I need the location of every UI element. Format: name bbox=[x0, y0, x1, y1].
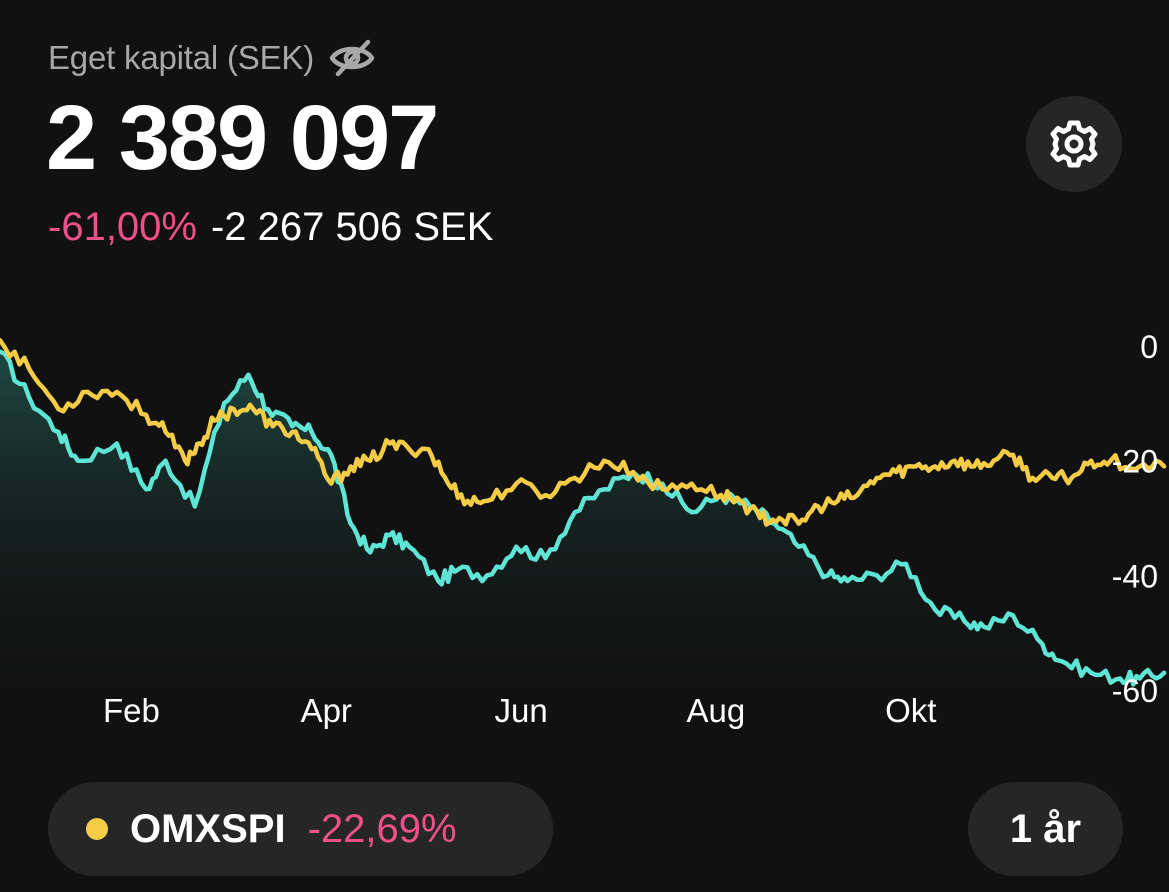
period-selector-button[interactable]: 1 år bbox=[968, 782, 1123, 876]
benchmark-name: OMXSPI bbox=[130, 806, 286, 851]
x-tick-label: Apr bbox=[301, 692, 352, 729]
change-row: -61,00% -2 267 506 SEK bbox=[48, 205, 493, 250]
x-tick-label: Aug bbox=[687, 692, 746, 729]
y-tick-label: -40 bbox=[1112, 558, 1158, 594]
y-tick-label: -20 bbox=[1112, 444, 1158, 480]
total-balance: 2 389 097 bbox=[46, 87, 439, 189]
equity-label: Eget kapital (SEK) bbox=[48, 39, 315, 76]
change-percent: -61,00% bbox=[48, 205, 197, 249]
y-tick-label: -60 bbox=[1112, 673, 1158, 709]
gear-icon bbox=[1050, 120, 1098, 168]
benchmark-color-dot bbox=[86, 818, 108, 840]
y-tick-label: 0 bbox=[1140, 329, 1158, 365]
settings-button[interactable] bbox=[1026, 96, 1122, 192]
portfolio-area bbox=[0, 351, 1165, 690]
chart-svg: 0 -20 -40 -60 Feb Apr Jun Aug Okt bbox=[0, 329, 1167, 729]
change-amount: -2 267 506 SEK bbox=[210, 205, 494, 249]
omxspi-line bbox=[0, 338, 1167, 527]
x-tick-label: Jun bbox=[494, 692, 547, 729]
benchmark-selector[interactable]: OMXSPI -22,69% bbox=[48, 782, 553, 876]
x-tick-label: Feb bbox=[103, 692, 160, 729]
header-label-row: Eget kapital (SEK) bbox=[48, 38, 376, 78]
eye-slash-icon[interactable] bbox=[328, 38, 376, 78]
portfolio-line bbox=[0, 349, 1167, 687]
x-tick-label: Okt bbox=[885, 692, 936, 729]
performance-chart: 0 -20 -40 -60 Feb Apr Jun Aug Okt bbox=[0, 310, 1169, 740]
benchmark-change: -22,69% bbox=[307, 806, 457, 851]
